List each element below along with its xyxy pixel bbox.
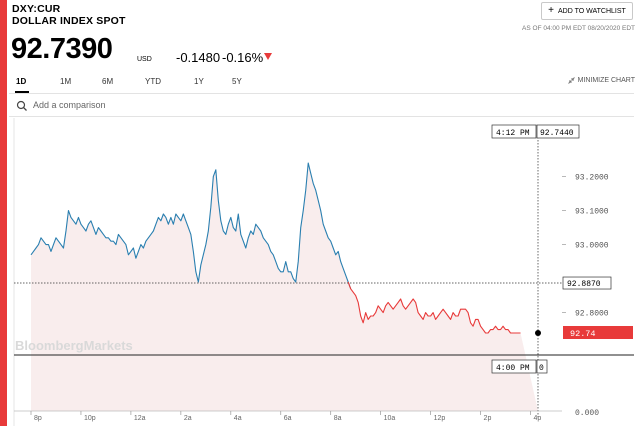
currency-label: USD [137, 56, 152, 63]
hover-time-box [491, 124, 537, 139]
tab-5y[interactable]: 5Y [232, 77, 242, 86]
add-to-watchlist-label: ADD TO WATCHLIST [558, 7, 626, 15]
active-tab-underline [15, 91, 29, 93]
tab-1m[interactable]: 1M [60, 77, 72, 86]
hover-value-label: 92.7440 [540, 129, 574, 138]
plus-icon: + [548, 5, 555, 16]
x-tick-label: 10a [384, 415, 396, 422]
price-line-up [30, 162, 352, 289]
hover-value-box [536, 124, 580, 139]
x-tick-label: 8a [334, 415, 342, 422]
x-tick-label: 12p [434, 415, 446, 422]
x-tick-label: 2p [484, 415, 492, 422]
bottom-time-box [491, 359, 537, 374]
hover-time-label: 4:12 PM [496, 129, 530, 138]
minimize-chart-button[interactable]: MINIMIZE CHART [567, 77, 635, 84]
x-tick-label: 6a [284, 415, 292, 422]
y-tick-label: 93.0000 [575, 242, 609, 251]
minimize-arrows-icon [567, 77, 575, 84]
bottom-value-label: 0 [539, 364, 544, 373]
y-tick-label: 92.8000 [575, 310, 609, 319]
last-value-label: 92.74 [570, 329, 596, 339]
previous-close-box [562, 276, 612, 290]
x-tick-label: 4a [234, 415, 242, 422]
tab-6m[interactable]: 6M [102, 77, 114, 86]
as-of-timestamp: AS OF 04:00 PM EDT 08/20/2020 EDT [522, 25, 635, 32]
tab-ytd[interactable]: YTD [145, 77, 161, 86]
y-tick-label: 93.2000 [575, 174, 609, 183]
tab-1d[interactable]: 1D [16, 77, 27, 86]
price-chart-svg: BloombergMarkets 93.2000 93.1000 93.0000 92.… [13, 118, 634, 426]
add-to-watchlist-button[interactable]: + ADD TO WATCHLIST [541, 2, 633, 20]
x-tick-label: 2a [184, 415, 192, 422]
comparison-input-placeholder: Add a comparison [33, 100, 106, 110]
down-arrow-icon [264, 53, 272, 60]
x-tick-label: 12a [134, 415, 146, 422]
search-icon [16, 100, 27, 111]
price-line-down [347, 281, 521, 334]
bloomberg-watermark: BloombergMarkets [15, 338, 133, 353]
y-tick-label: 93.1000 [575, 208, 609, 217]
x-tick-label: 10p [84, 415, 96, 422]
price-change-percent: -0.16% [222, 50, 264, 65]
previous-close-label: 92.8870 [567, 280, 601, 289]
last-value-box [563, 326, 633, 339]
minimize-chart-label: MINIMIZE CHART [577, 77, 635, 84]
x-tick-label: 4p [534, 415, 542, 422]
tab-1y[interactable]: 1Y [194, 77, 204, 86]
last-price-dot [535, 330, 541, 336]
ticker-symbol: DXY:CUR [12, 3, 61, 15]
price-chart[interactable]: BloombergMarkets 93.2000 93.1000 93.0000 92.… [0, 118, 640, 426]
chart-area-fill [31, 163, 538, 411]
security-name: DOLLAR INDEX SPOT [12, 15, 126, 27]
last-price: 92.7390 [11, 33, 113, 65]
x-tick-label: 8p [34, 415, 42, 422]
volume-axis-label: 0.000 [575, 409, 599, 418]
bottom-time-label: 4:00 PM [496, 364, 530, 373]
price-change: -0.1480 [176, 50, 221, 65]
bottom-value-box [536, 359, 548, 374]
accent-bar [0, 0, 7, 426]
comparison-search[interactable]: Add a comparison [9, 93, 634, 117]
